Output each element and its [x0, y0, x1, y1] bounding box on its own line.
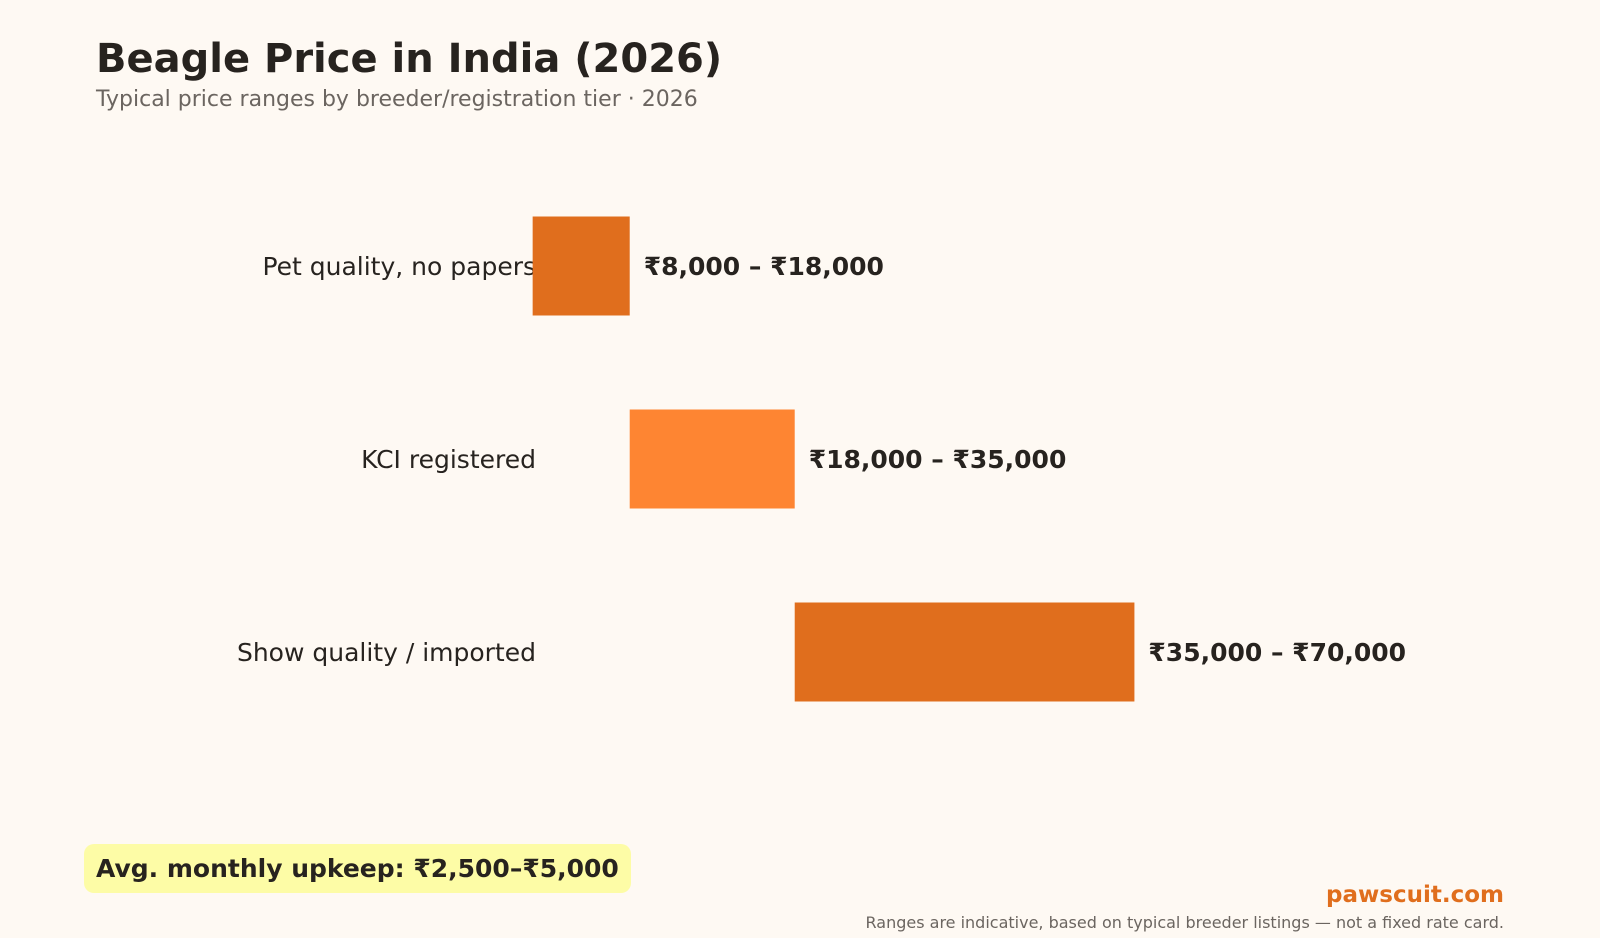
footnote: Ranges are indicative, based on typical … [865, 913, 1505, 932]
chart-title: Beagle Price in India (2026) [96, 36, 723, 82]
category-label: KCI registered [361, 445, 536, 474]
range-value-label: ₹18,000 – ₹35,000 [809, 445, 1067, 474]
upkeep-text: Avg. monthly upkeep: ₹2,500–₹5,000 [96, 854, 619, 883]
range-bar [532, 216, 630, 316]
upkeep-badge: Avg. monthly upkeep: ₹2,500–₹5,000 [84, 844, 631, 893]
range-bar [629, 409, 795, 509]
brand-link[interactable]: pawscuit.com [1326, 882, 1504, 908]
range-bar [794, 602, 1135, 702]
chart-subtitle: Typical price ranges by breeder/registra… [96, 87, 698, 112]
price-range-chart: Pet quality, no papers ₹8,000 – ₹18,000 KC… [237, 216, 1406, 702]
range-value-label: ₹35,000 – ₹70,000 [1148, 638, 1406, 667]
category-label: Pet quality, no papers [262, 252, 536, 281]
category-label: Show quality / imported [237, 638, 536, 667]
range-value-label: ₹8,000 – ₹18,000 [644, 252, 884, 281]
